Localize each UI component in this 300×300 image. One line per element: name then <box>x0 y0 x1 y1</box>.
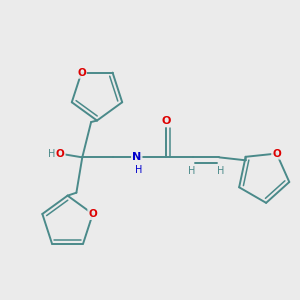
Text: O: O <box>88 209 97 219</box>
Text: H: H <box>188 166 195 176</box>
Text: O: O <box>56 149 64 159</box>
Text: O: O <box>77 68 86 78</box>
Text: N: N <box>132 152 141 162</box>
Text: H: H <box>48 149 55 159</box>
Text: H: H <box>134 165 142 175</box>
Text: O: O <box>161 116 171 126</box>
Text: O: O <box>272 148 281 159</box>
Text: H: H <box>217 166 224 176</box>
